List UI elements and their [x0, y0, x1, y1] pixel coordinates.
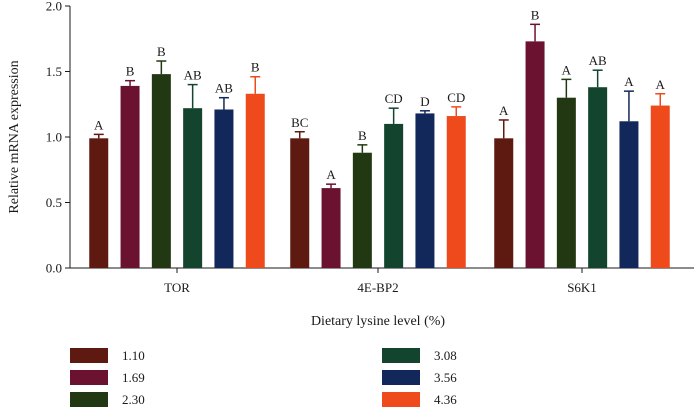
bar: [588, 87, 608, 268]
legend-swatch: [70, 392, 108, 407]
bar: [384, 123, 404, 269]
bar: [183, 108, 203, 269]
legend-swatch: [382, 370, 420, 385]
legend-swatch: [382, 392, 420, 407]
significance-label: A: [624, 74, 634, 89]
significance-label: AB: [184, 68, 202, 83]
x-axis-label: Dietary lysine level (%): [311, 314, 445, 329]
significance-label: B: [531, 7, 540, 22]
bar: [120, 85, 140, 268]
significance-label: CD: [385, 91, 403, 106]
x-ticks: TOR 4E-BP2 S6K1: [164, 268, 597, 295]
legend-label: 3.56: [434, 370, 457, 385]
bar: [290, 138, 310, 268]
significance-label: B: [251, 60, 260, 75]
bar: [650, 105, 670, 268]
significance-label: B: [126, 64, 135, 79]
y-axis-label: Relative mRNA expression: [7, 60, 22, 213]
significance-label: AB: [215, 81, 233, 96]
bar: [89, 138, 109, 268]
significance-label: AB: [589, 53, 607, 68]
legend-swatch: [382, 348, 420, 363]
bar: [556, 97, 576, 268]
legend-swatch: [70, 370, 108, 385]
x-tick-label: 4E-BP2: [357, 280, 398, 295]
bar: [619, 121, 639, 268]
bar: [352, 152, 372, 268]
x-tick-label: TOR: [164, 280, 190, 295]
y-ticks: 0.0 0.5 1.0 1.5 2.0: [46, 0, 70, 276]
bar: [214, 109, 234, 269]
significance-label: A: [94, 117, 104, 132]
significance-label: B: [358, 128, 367, 143]
y-tick-label: 1.5: [46, 64, 62, 79]
x-axis: TOR 4E-BP2 S6K1 Dietary lysine level (%): [70, 267, 694, 329]
y-tick-label: 0.0: [46, 261, 62, 276]
bar: [321, 188, 341, 268]
y-tick-label: 1.0: [46, 130, 62, 145]
y-tick-label: 2.0: [46, 0, 62, 14]
y-axis: 0.0 0.5 1.0 1.5 2.0 Relative mRNA expression: [7, 0, 71, 276]
legend-label: 3.08: [434, 348, 457, 363]
legend-swatch: [70, 348, 108, 363]
bar: [151, 74, 171, 269]
significance-label: A: [326, 167, 336, 182]
significance-label: CD: [447, 90, 465, 105]
significance-label: B: [157, 44, 166, 59]
bar: [245, 93, 265, 269]
significance-label: D: [420, 94, 429, 109]
bar: [415, 113, 435, 268]
legend-label: 2.30: [122, 392, 145, 407]
legend-label: 1.10: [122, 348, 145, 363]
significance-label: BC: [291, 115, 308, 130]
bar: [494, 138, 514, 268]
x-tick-label: S6K1: [567, 280, 597, 295]
significance-label: A: [562, 62, 572, 77]
legend-label: 1.69: [122, 370, 145, 385]
significance-label: A: [499, 103, 509, 118]
bar: [525, 41, 545, 269]
y-tick-label: 0.5: [46, 195, 62, 210]
bar: [446, 116, 466, 268]
legend-label: 4.36: [434, 392, 457, 407]
legend: 1.10 1.69 2.30 3.08 3.56 4.36: [70, 348, 457, 407]
significance-label: A: [656, 77, 666, 92]
